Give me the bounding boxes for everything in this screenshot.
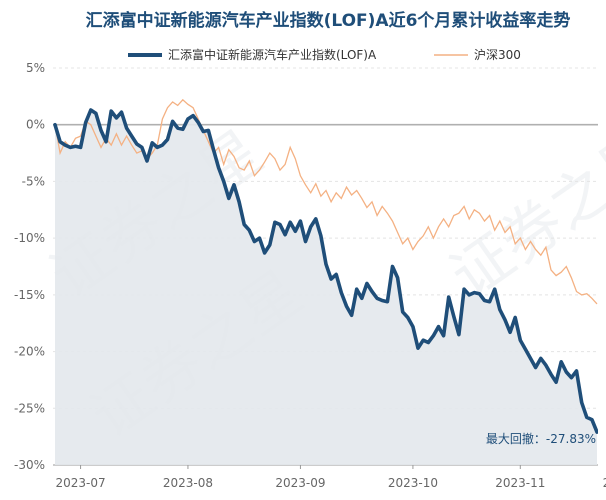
x-tick-label: 2023-11 bbox=[495, 476, 545, 490]
x-tick-label: 2023-10 bbox=[388, 476, 438, 490]
y-tick-label: -5% bbox=[22, 174, 45, 188]
plot-area bbox=[53, 98, 598, 465]
legend: 汇添富中证新能源汽车产业指数(LOF)A 沪深300 bbox=[128, 47, 521, 62]
x-tick-label: 2023-12 bbox=[603, 476, 606, 490]
y-tick-label: -20% bbox=[14, 345, 45, 359]
series-line-fund bbox=[53, 108, 598, 434]
fund-area bbox=[55, 110, 597, 465]
watermark-text-3: 证券之星 bbox=[438, 117, 606, 312]
y-tick-label: -10% bbox=[14, 231, 45, 245]
x-tick-label: 2023-08 bbox=[163, 476, 213, 490]
y-axis: 5% 0% -5% -10% -15% -20% -25% -30% bbox=[14, 61, 45, 472]
x-axis: 2023-07 2023-08 2023-09 2023-10 2023-11 2023-… bbox=[53, 464, 606, 490]
legend-label-fund: 汇添富中证新能源汽车产业指数(LOF)A bbox=[168, 47, 377, 62]
max-drawdown-label: 最大回撤：-27.83% bbox=[486, 431, 596, 446]
chart-title: 汇添富中证新能源汽车产业指数(LOF)A近6个月累计收益率走势 bbox=[86, 10, 571, 31]
y-tick-label: 0% bbox=[26, 118, 45, 132]
y-tick-label: -25% bbox=[14, 401, 45, 415]
x-tick-label: 2023-07 bbox=[55, 476, 105, 490]
x-tick-label: 2023-09 bbox=[275, 476, 325, 490]
y-tick-label: 5% bbox=[26, 61, 45, 75]
y-tick-label: -15% bbox=[14, 288, 45, 302]
y-tick-label: -30% bbox=[14, 458, 45, 472]
legend-label-index: 沪深300 bbox=[474, 48, 521, 62]
